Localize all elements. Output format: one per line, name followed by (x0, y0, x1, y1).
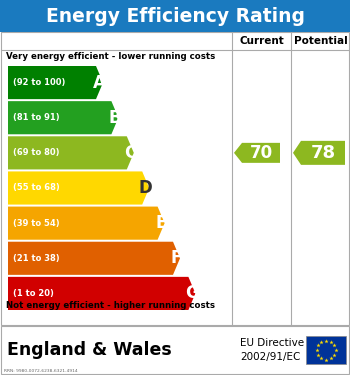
Bar (1, 326, 349, 374)
Text: (1 to 20): (1 to 20) (13, 289, 54, 298)
Bar (306, 336, 346, 364)
Polygon shape (8, 136, 134, 170)
Text: (69 to 80): (69 to 80) (13, 148, 60, 158)
Text: C: C (124, 144, 136, 162)
Polygon shape (8, 101, 118, 134)
Bar (0, 0, 350, 32)
Text: EU Directive
2002/91/EC: EU Directive 2002/91/EC (240, 338, 304, 362)
Text: (92 to 100): (92 to 100) (13, 78, 65, 87)
Text: England & Wales: England & Wales (7, 341, 172, 359)
Text: B: B (108, 109, 121, 127)
Text: RRN: 9980-0072-6238-6321-4914: RRN: 9980-0072-6238-6321-4914 (4, 369, 78, 374)
Polygon shape (8, 277, 195, 310)
Bar (1, 32, 349, 325)
Polygon shape (8, 171, 149, 205)
Text: A: A (93, 74, 106, 92)
Polygon shape (293, 141, 345, 165)
Text: (81 to 91): (81 to 91) (13, 113, 60, 122)
Text: 70: 70 (250, 144, 273, 162)
Text: (55 to 68): (55 to 68) (13, 183, 60, 192)
Text: Very energy efficient - lower running costs: Very energy efficient - lower running co… (6, 52, 215, 61)
Text: G: G (185, 284, 199, 302)
Text: Current: Current (239, 36, 284, 46)
Text: E: E (155, 214, 167, 232)
Text: (21 to 38): (21 to 38) (13, 254, 60, 263)
Text: (39 to 54): (39 to 54) (13, 219, 60, 228)
Polygon shape (8, 66, 103, 99)
Text: Potential: Potential (294, 36, 347, 46)
Polygon shape (8, 242, 180, 275)
Text: F: F (171, 249, 182, 267)
Text: 78: 78 (310, 144, 336, 162)
Text: Energy Efficiency Rating: Energy Efficiency Rating (46, 6, 304, 26)
Text: Not energy efficient - higher running costs: Not energy efficient - higher running co… (6, 301, 215, 310)
Text: D: D (139, 179, 153, 197)
Polygon shape (234, 143, 280, 163)
Polygon shape (8, 207, 164, 240)
